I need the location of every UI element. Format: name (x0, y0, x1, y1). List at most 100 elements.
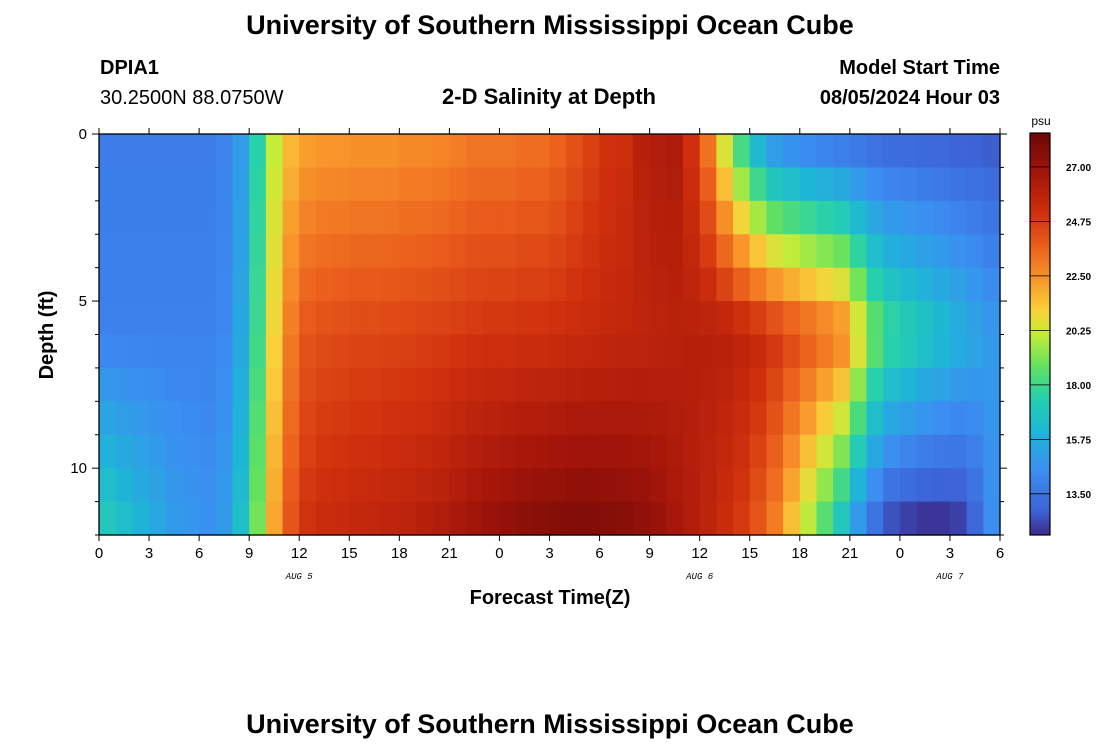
heatmap-cell (249, 301, 267, 336)
heatmap-cell (682, 234, 701, 269)
heatmap-cell (466, 234, 484, 269)
heatmap-cell (516, 434, 534, 469)
heatmap-cell (733, 267, 751, 302)
heatmap-cell (299, 434, 317, 469)
heatmap-cell (299, 367, 317, 402)
heatmap-cell (599, 468, 617, 503)
heatmap-cell (432, 434, 450, 469)
heatmap-cell (916, 200, 934, 235)
heatmap-cell (399, 267, 417, 302)
heatmap-cell (549, 234, 567, 269)
heatmap-cell (165, 468, 184, 503)
heatmap-cell (482, 167, 501, 202)
heatmap-cell (599, 367, 617, 402)
heatmap-cell (516, 401, 534, 436)
heatmap-cell (132, 367, 150, 402)
heatmap-cell (966, 200, 984, 235)
heatmap-cell (249, 267, 267, 302)
x-tick-label: 9 (645, 545, 653, 562)
heatmap-cell (532, 367, 551, 402)
heatmap-cell (682, 200, 701, 235)
heatmap-cell (332, 501, 350, 536)
heatmap-cell (866, 334, 884, 369)
heatmap-cell (849, 134, 868, 169)
heatmap-cell (132, 301, 150, 336)
heatmap-cell (99, 468, 117, 503)
heatmap-cell (632, 167, 651, 202)
x-tick-label: 15 (741, 545, 758, 562)
heatmap-cell (783, 134, 801, 169)
heatmap-cell (165, 401, 184, 436)
heatmap-cell (783, 267, 801, 302)
heatmap-cell (165, 234, 184, 269)
heatmap-cell (933, 501, 951, 536)
heatmap-cell (349, 334, 367, 369)
heatmap-cell (449, 334, 467, 369)
heatmap-cell (449, 167, 467, 202)
heatmap-cell (966, 234, 984, 269)
heatmap-cell (232, 267, 250, 302)
heatmap-cell (699, 167, 717, 202)
heatmap-cell (849, 401, 868, 436)
heatmap-cell (566, 234, 584, 269)
heatmap-cell (733, 501, 751, 536)
heatmap-cell (799, 134, 818, 169)
heatmap-cell (866, 401, 884, 436)
heatmap-cell (916, 301, 934, 336)
colorbar-unit: psu (1031, 114, 1050, 128)
heatmap-cell (716, 200, 734, 235)
heatmap-cell (149, 267, 167, 302)
heatmap-cell (566, 468, 584, 503)
heatmap-cell (549, 301, 567, 336)
heatmap-cell (399, 301, 417, 336)
heatmap-cell (332, 200, 350, 235)
heatmap-cell (883, 401, 901, 436)
heatmap-cell (632, 367, 651, 402)
heatmap-cell (899, 267, 918, 302)
heatmap-cell (549, 367, 567, 402)
heatmap-cell (149, 501, 167, 536)
heatmap-cell (566, 367, 584, 402)
heatmap-cell (649, 200, 667, 235)
heatmap-cell (949, 468, 968, 503)
heatmap-cell (499, 501, 517, 536)
heatmap-cell (549, 334, 567, 369)
heatmap-cell (265, 134, 284, 169)
heatmap-cell (883, 468, 901, 503)
heatmap-cell (349, 401, 367, 436)
heatmap-cell (449, 200, 467, 235)
heatmap-cell (249, 367, 267, 402)
heatmap-cell (816, 134, 834, 169)
heatmap-cell (265, 401, 284, 436)
heatmap-cell (949, 334, 968, 369)
heatmap-cell (599, 401, 617, 436)
heatmap-cell (416, 267, 434, 302)
heatmap-cell (265, 334, 284, 369)
heatmap-cell (365, 334, 384, 369)
heatmap-cell (516, 200, 534, 235)
heatmap-cell (332, 234, 350, 269)
heatmap-cell (716, 401, 734, 436)
heatmap-cell (716, 468, 734, 503)
heatmap-cell (983, 301, 1001, 336)
heatmap-cell (833, 401, 851, 436)
heatmap-cell (315, 167, 334, 202)
heatmap-cell (933, 334, 951, 369)
heatmap-cell (783, 367, 801, 402)
heatmap-cell (299, 501, 317, 536)
heatmap-cell (632, 234, 651, 269)
heatmap-cell (416, 200, 434, 235)
heatmap-cell (699, 134, 717, 169)
heatmap-cell (315, 334, 334, 369)
heatmap-cell (749, 434, 768, 469)
heatmap-cell (349, 234, 367, 269)
heatmap-cell (282, 334, 300, 369)
heatmap-cell (182, 501, 200, 536)
colorbar-tick-label: 22.50 (1066, 272, 1091, 283)
heatmap-cell (466, 468, 484, 503)
heatmap-cell (933, 200, 951, 235)
heatmap-cell (282, 301, 300, 336)
heatmap-cell (816, 501, 834, 536)
heatmap-cell (666, 468, 684, 503)
heatmap-cell (232, 134, 250, 169)
